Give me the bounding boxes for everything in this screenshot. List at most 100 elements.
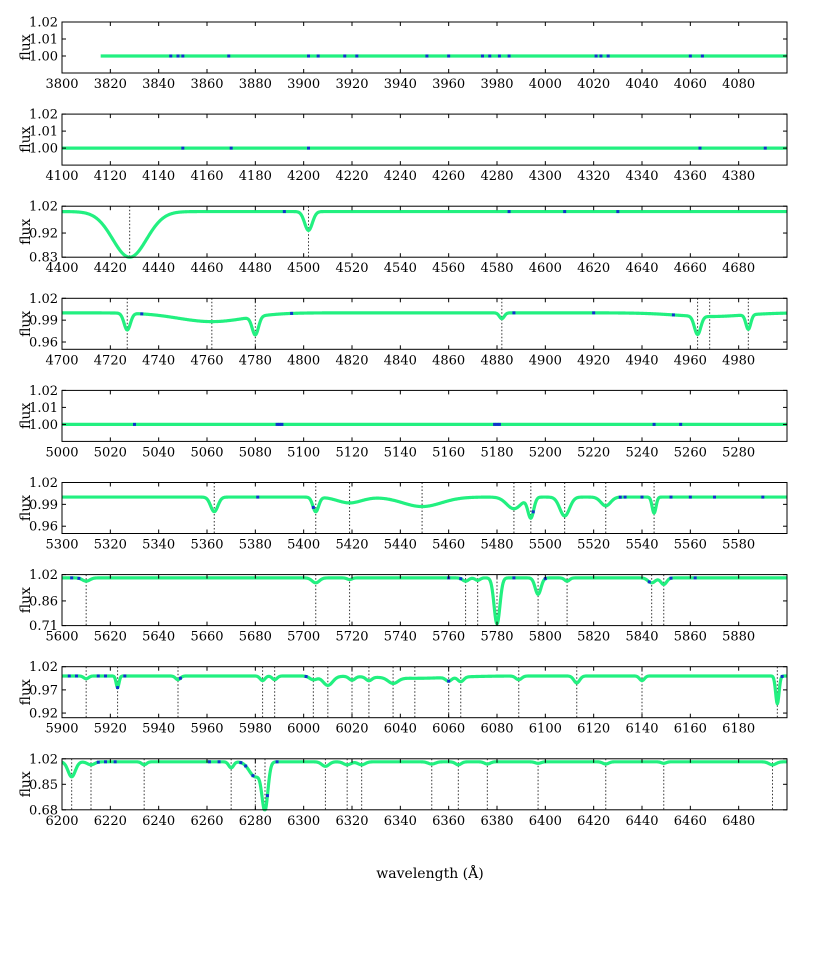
- x-tick-label: 4500: [287, 261, 320, 276]
- x-tick-label: 5880: [722, 630, 755, 645]
- x-tick-label: 4780: [239, 353, 272, 368]
- panel-5: 1.02 1.01 1.00 5000 5020 5040 5060 5080 5100 5120…: [18, 384, 788, 460]
- x-tick-label: 6220: [94, 814, 127, 829]
- x-tick-label: 3860: [190, 77, 223, 92]
- x-tick-label: 5120: [335, 445, 368, 460]
- model-spectrum-line: [61, 495, 788, 520]
- x-tick-label: 6280: [239, 814, 272, 829]
- x-tick-label: 5680: [239, 630, 272, 645]
- x-tick-label: 5840: [625, 630, 658, 645]
- x-tick-label: 4420: [94, 261, 127, 276]
- x-tick-label: 4800: [287, 353, 320, 368]
- x-tick-label: 6060: [432, 722, 465, 737]
- x-tick-label: 5380: [239, 538, 272, 553]
- x-tick-label: 6480: [722, 814, 755, 829]
- x-tick-label: 5240: [625, 445, 658, 460]
- x-tick-label: 4980: [722, 353, 755, 368]
- x-tick-label: 5540: [625, 538, 658, 553]
- y-tick-label: 0.99: [29, 498, 58, 513]
- axes-frame: [61, 205, 788, 258]
- x-tick-label: 4880: [480, 353, 513, 368]
- x-tick-label: 4300: [529, 169, 562, 184]
- x-tick-label: 4340: [625, 169, 658, 184]
- x-tick-label: 4600: [529, 261, 562, 276]
- y-tick-label: 0.99: [29, 314, 58, 329]
- y-tick-label: 1.02: [29, 292, 58, 307]
- x-tick-label: 5260: [674, 445, 707, 460]
- panel-2: 1.02 1.01 1.00 4100 4120 4140 4160 4180 4200 4220…: [18, 108, 788, 184]
- x-tick-label: 4960: [674, 353, 707, 368]
- x-tick-label: 6000: [287, 722, 320, 737]
- y-tick-label: 1.00: [29, 50, 58, 65]
- x-tick-label: 4640: [625, 261, 658, 276]
- x-tick-label: 4040: [625, 77, 658, 92]
- x-tick-label: 5440: [384, 538, 417, 553]
- x-tick-label: 6180: [722, 722, 755, 737]
- axes-frame: [61, 297, 788, 350]
- x-tick-label: 6360: [432, 814, 465, 829]
- x-tick-label: 4520: [335, 261, 368, 276]
- x-tick-label: 4360: [674, 169, 707, 184]
- y-tick-label: 0.92: [29, 707, 58, 722]
- x-tick-label: 4920: [577, 353, 610, 368]
- x-tick-label: 5800: [529, 630, 562, 645]
- x-tick-label: 6380: [480, 814, 513, 829]
- y-tick-label: 0.71: [29, 619, 58, 634]
- y-tick-label: 0.97: [29, 683, 58, 698]
- x-tick-label: 4840: [384, 353, 417, 368]
- x-tick-label: 5040: [142, 445, 175, 460]
- x-tick-label: 4660: [674, 261, 707, 276]
- x-tick-label: 5780: [480, 630, 513, 645]
- y-tick-label: 1.00: [29, 142, 58, 157]
- x-tick-label: 5940: [142, 722, 175, 737]
- x-tick-label: 5920: [94, 722, 127, 737]
- y-tick-label: 1.01: [29, 125, 58, 140]
- y-axis-label: flux: [18, 679, 34, 705]
- x-tick-label: 5660: [190, 630, 223, 645]
- x-tick-label: 5640: [142, 630, 175, 645]
- x-tick-label: 4620: [577, 261, 610, 276]
- x-tick-label: 3820: [94, 77, 127, 92]
- x-tick-label: 5820: [577, 630, 610, 645]
- y-tick-label: 1.02: [29, 384, 58, 399]
- y-axis-label: flux: [18, 495, 34, 521]
- y-tick-label: 0.68: [29, 803, 58, 818]
- x-tick-label: 6400: [529, 814, 562, 829]
- x-tick-label: 4380: [722, 169, 755, 184]
- y-tick-label: 0.96: [29, 336, 58, 351]
- x-tick-label: 5400: [287, 538, 320, 553]
- x-tick-label: 4200: [287, 169, 320, 184]
- x-tick-label: 4180: [239, 169, 272, 184]
- y-tick-label: 1.00: [29, 418, 58, 433]
- panel-4: 1.02 0.99 0.96 4700 4720 4740 4760 4780 4800 4820…: [18, 292, 788, 368]
- x-tick-label: 4860: [432, 353, 465, 368]
- x-tick-label: 4760: [190, 353, 223, 368]
- x-tick-label: 6440: [625, 814, 658, 829]
- x-tick-label: 4020: [577, 77, 610, 92]
- x-tick-label: 5320: [94, 538, 127, 553]
- panel-1: 1.02 1.01 1.00 3800 3820 3840 3860 3880 3900 3920…: [18, 16, 788, 92]
- x-tick-label: 4580: [480, 261, 513, 276]
- model-spectrum-line: [61, 576, 788, 626]
- axes-frame: [61, 21, 788, 74]
- x-tick-label: 4740: [142, 353, 175, 368]
- x-tick-label: 4680: [722, 261, 755, 276]
- y-tick-label: 0.96: [29, 520, 58, 535]
- x-tick-label: 3960: [432, 77, 465, 92]
- x-tick-label: 4280: [480, 169, 513, 184]
- x-tick-label: 4480: [239, 261, 272, 276]
- x-tick-label: 5580: [722, 538, 755, 553]
- x-tick-label: 5860: [674, 630, 707, 645]
- x-tick-label: 6120: [577, 722, 610, 737]
- x-tick-label: 4440: [142, 261, 175, 276]
- y-axis-label: flux: [18, 587, 34, 613]
- x-tick-label: 6100: [529, 722, 562, 737]
- x-tick-label: 4320: [577, 169, 610, 184]
- x-tick-label: 4820: [335, 353, 368, 368]
- y-tick-label: 0.83: [29, 251, 58, 266]
- y-axis-label: flux: [18, 126, 34, 152]
- x-tick-label: 5080: [239, 445, 272, 460]
